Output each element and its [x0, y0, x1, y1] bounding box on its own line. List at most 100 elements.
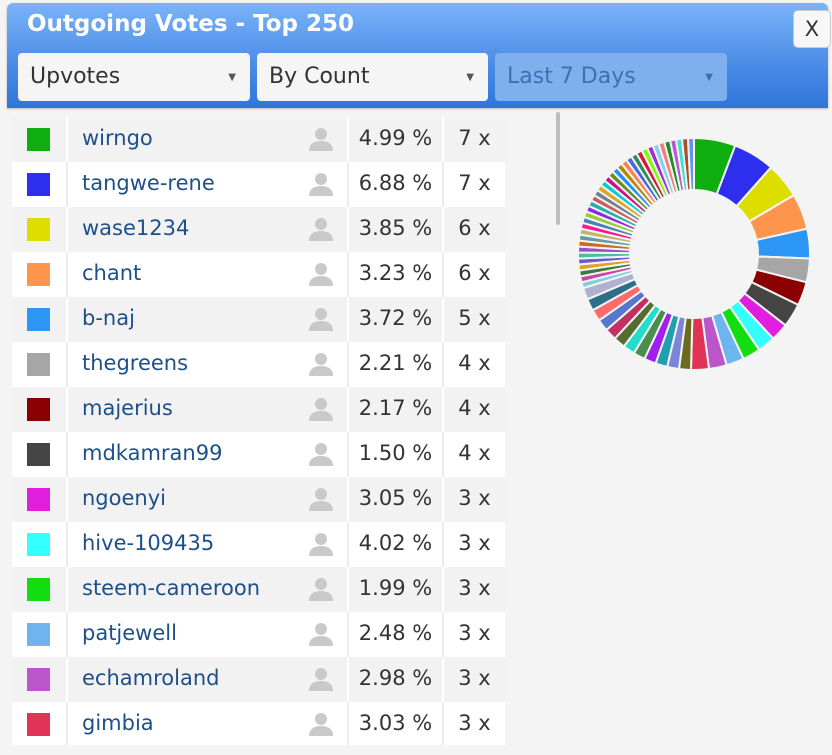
column-divider	[347, 567, 349, 612]
vote-type-select[interactable]: Upvotes ▼	[18, 53, 250, 101]
column-divider	[66, 342, 68, 387]
account-link[interactable]: chant	[82, 261, 142, 285]
color-swatch-cell	[12, 657, 66, 702]
column-divider	[66, 387, 68, 432]
account-link[interactable]: gimbia	[82, 711, 154, 735]
column-divider	[66, 297, 68, 342]
list-scrollbar[interactable]	[556, 112, 560, 225]
account-link[interactable]: thegreens	[82, 351, 189, 375]
user-profile-icon[interactable]	[308, 126, 334, 152]
color-swatch	[27, 173, 50, 196]
column-divider	[66, 567, 68, 612]
vote-count: 5 x	[458, 306, 491, 330]
column-divider	[442, 612, 444, 657]
vote-count: 4 x	[458, 351, 491, 375]
column-divider	[347, 162, 349, 207]
account-link[interactable]: majerius	[82, 396, 173, 420]
vote-count: 3 x	[458, 711, 491, 735]
votes-donut-chart	[576, 136, 811, 371]
color-swatch-cell	[12, 432, 66, 477]
vote-percent: 1.99 %	[358, 576, 433, 600]
table-row: steem-cameroon 1.99 % 3 x	[12, 567, 505, 612]
vote-percent: 1.50 %	[358, 441, 433, 465]
vote-count: 7 x	[458, 126, 491, 150]
caret-down-icon: ▼	[466, 72, 474, 83]
account-link[interactable]: wirngo	[82, 126, 153, 150]
user-profile-icon[interactable]	[308, 486, 334, 512]
account-link[interactable]: patjewell	[82, 621, 177, 645]
user-profile-icon[interactable]	[308, 621, 334, 647]
vote-type-value: Upvotes	[30, 64, 121, 89]
column-divider	[66, 252, 68, 297]
column-divider	[66, 657, 68, 702]
table-row: wase1234 3.85 % 6 x	[12, 207, 505, 252]
table-row: echamroland 2.98 % 3 x	[12, 657, 505, 702]
account-link[interactable]: steem-cameroon	[82, 576, 261, 600]
color-swatch	[27, 668, 50, 691]
color-swatch	[27, 713, 50, 736]
caret-down-icon: ▼	[228, 72, 236, 83]
user-profile-icon[interactable]	[308, 171, 334, 197]
column-divider	[347, 342, 349, 387]
color-swatch	[27, 578, 50, 601]
donut-slice-other-48[interactable]	[686, 136, 695, 192]
user-profile-icon[interactable]	[308, 216, 334, 242]
vote-percent: 2.48 %	[358, 621, 433, 645]
close-button[interactable]: X	[793, 10, 831, 48]
vote-percent: 3.72 %	[358, 306, 433, 330]
column-divider	[347, 702, 349, 745]
column-divider	[442, 477, 444, 522]
color-swatch-cell	[12, 702, 66, 745]
user-profile-icon[interactable]	[308, 711, 334, 737]
column-divider	[66, 162, 68, 207]
user-profile-icon[interactable]	[308, 441, 334, 467]
color-swatch	[27, 443, 50, 466]
user-profile-icon[interactable]	[308, 396, 334, 422]
vote-count: 6 x	[458, 261, 491, 285]
window-title: Outgoing Votes - Top 250	[27, 11, 355, 37]
user-profile-icon[interactable]	[308, 306, 334, 332]
column-divider	[347, 612, 349, 657]
color-swatch-cell	[12, 117, 66, 162]
column-divider	[347, 522, 349, 567]
vote-count: 3 x	[458, 531, 491, 555]
table-row: wirngo 4.99 % 7 x	[12, 117, 505, 162]
column-divider	[442, 702, 444, 745]
color-swatch	[27, 218, 50, 241]
column-divider	[66, 117, 68, 162]
account-link[interactable]: mdkamran99	[82, 441, 223, 465]
user-profile-icon[interactable]	[308, 576, 334, 602]
vote-percent: 3.05 %	[358, 486, 433, 510]
account-link[interactable]: tangwe-rene	[82, 171, 215, 195]
vote-percent: 3.23 %	[358, 261, 433, 285]
color-swatch	[27, 398, 50, 421]
color-swatch-cell	[12, 522, 66, 567]
color-swatch-cell	[12, 477, 66, 522]
column-divider	[347, 297, 349, 342]
votes-table: wirngo 4.99 % 7 x tangwe-rene 6.88 % 7 x wase1…	[12, 117, 505, 745]
user-profile-icon[interactable]	[308, 531, 334, 557]
vote-count: 4 x	[458, 396, 491, 420]
vote-percent: 4.02 %	[358, 531, 433, 555]
account-link[interactable]: ngoenyi	[82, 486, 166, 510]
column-divider	[66, 612, 68, 657]
table-row: chant 3.23 % 6 x	[12, 252, 505, 297]
column-divider	[347, 387, 349, 432]
user-profile-icon[interactable]	[308, 261, 334, 287]
column-divider	[442, 117, 444, 162]
account-link[interactable]: b-naj	[82, 306, 135, 330]
sort-select[interactable]: By Count ▼	[257, 53, 488, 101]
account-link[interactable]: echamroland	[82, 666, 220, 690]
account-link[interactable]: wase1234	[82, 216, 190, 240]
period-value: Last 7 Days	[507, 64, 636, 89]
column-divider	[66, 522, 68, 567]
vote-percent: 4.99 %	[358, 126, 433, 150]
user-profile-icon[interactable]	[308, 351, 334, 377]
column-divider	[347, 252, 349, 297]
column-divider	[347, 477, 349, 522]
account-link[interactable]: hive-109435	[82, 531, 215, 555]
vote-percent: 6.88 %	[358, 171, 433, 195]
user-profile-icon[interactable]	[308, 666, 334, 692]
vote-percent: 2.21 %	[358, 351, 433, 375]
